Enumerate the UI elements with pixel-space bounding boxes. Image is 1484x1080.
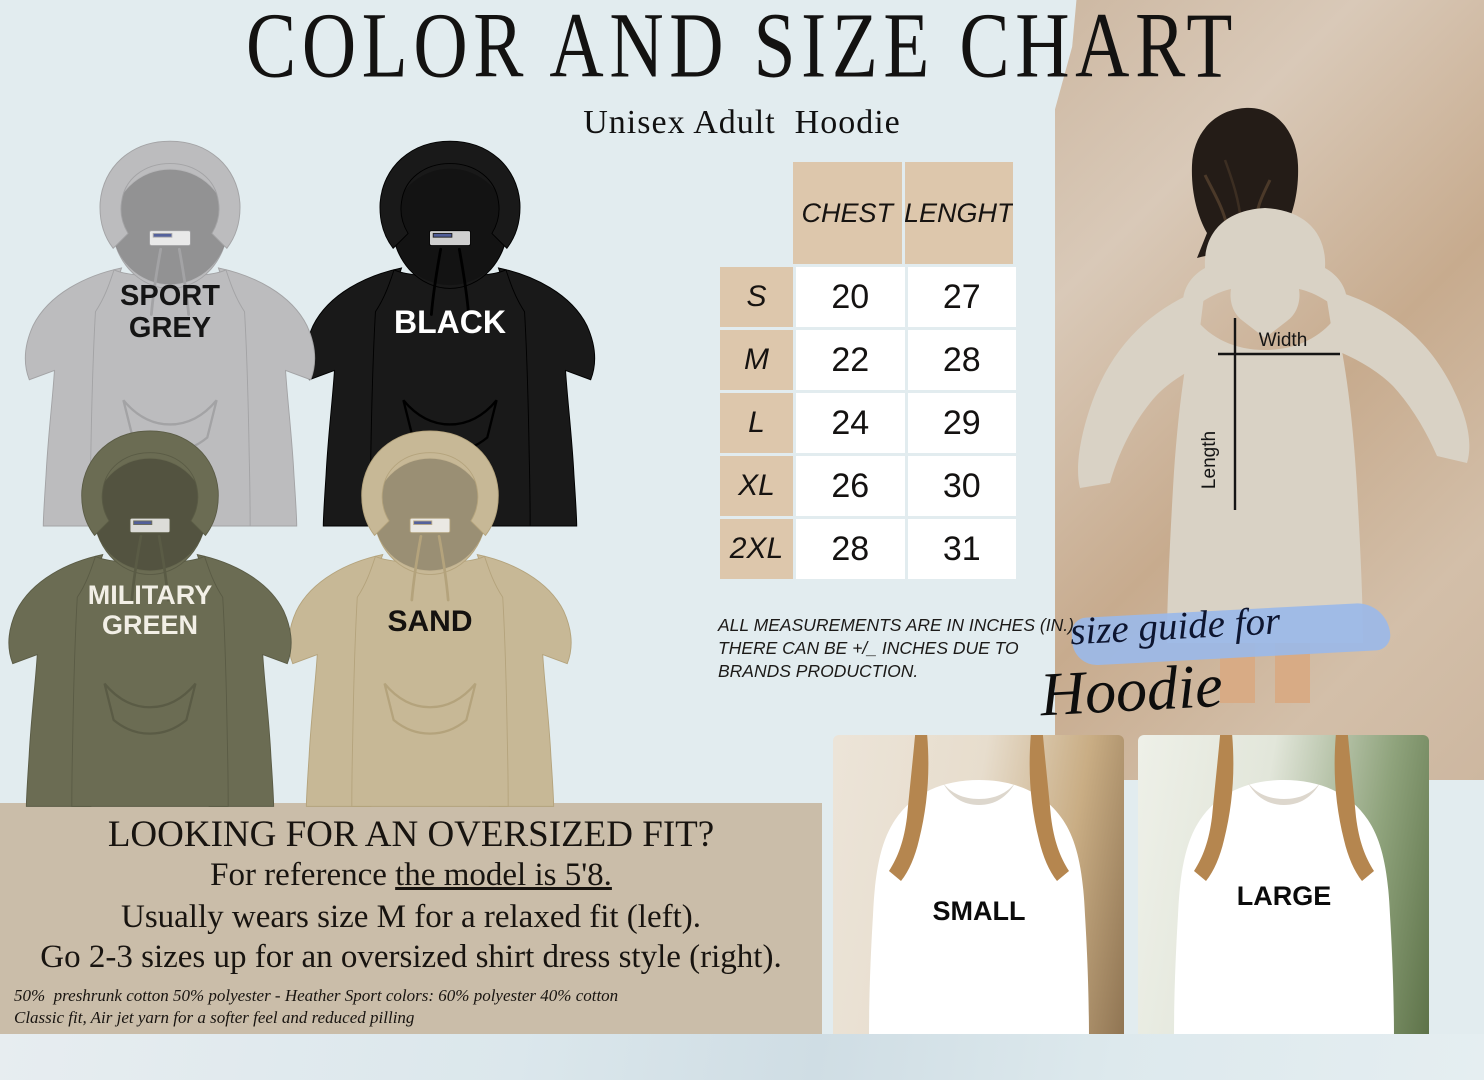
svg-text:LARGE: LARGE — [1237, 881, 1332, 911]
svg-text:SMALL: SMALL — [933, 896, 1026, 926]
svg-text:Width: Width — [1259, 330, 1308, 351]
svg-text:Length: Length — [1199, 431, 1220, 489]
